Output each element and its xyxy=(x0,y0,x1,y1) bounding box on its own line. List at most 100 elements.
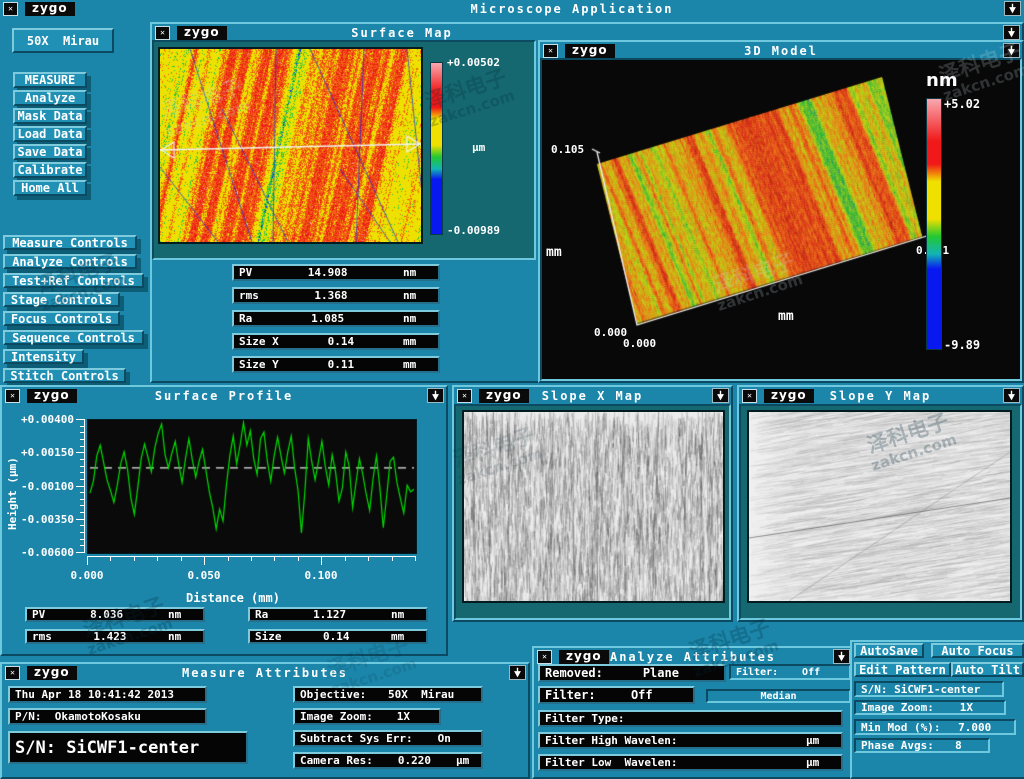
objective-select-button[interactable]: 50X Mirau xyxy=(12,28,114,53)
profile-stat-pv: PV 8.036 nm xyxy=(25,607,205,622)
pin-icon[interactable] xyxy=(1004,1,1021,16)
pin-icon[interactable] xyxy=(712,388,729,403)
close-icon[interactable]: ✕ xyxy=(5,666,20,680)
surface-profile-titlebar[interactable]: ✕ zygo Surface Profile xyxy=(2,387,446,404)
zygo-logo: zygo xyxy=(25,2,75,16)
colorbar-max-label: +0.00502 xyxy=(447,56,500,69)
part-number-field[interactable]: P/N: OkamotoKosaku xyxy=(8,708,207,725)
pin-icon[interactable] xyxy=(1003,43,1020,58)
auto-tilt-button[interactable]: Auto Tilt xyxy=(951,662,1024,677)
profile-x-minortick xyxy=(110,556,111,561)
focus-controls-button[interactable]: Focus Controls xyxy=(3,311,120,326)
pin-icon[interactable] xyxy=(1003,388,1020,403)
profile-y-minortick xyxy=(80,486,85,487)
slope-y-titlebar[interactable]: ✕ zygo Slope Y Map xyxy=(739,387,1022,404)
pin-icon[interactable] xyxy=(1003,25,1020,40)
profile-y-minortick xyxy=(80,532,85,533)
close-icon[interactable]: ✕ xyxy=(5,389,20,403)
profile-stat-rms: rms 1.423 nm xyxy=(25,629,205,644)
phase-avgs-field[interactable]: Phase Avgs: 8 xyxy=(854,738,990,753)
analyze-attributes-titlebar[interactable]: ✕ zygo Analyze Attributes xyxy=(534,648,852,665)
filter-type-field[interactable]: Filter Type: xyxy=(538,710,843,727)
measure-controls-button[interactable]: Measure Controls xyxy=(3,235,137,250)
pushpin-glyph xyxy=(1007,3,1018,14)
close-icon[interactable]: ✕ xyxy=(457,389,472,403)
profile-x-minortick xyxy=(134,556,135,561)
analyze-controls-button[interactable]: Analyze Controls xyxy=(3,254,137,269)
median-field[interactable]: Median xyxy=(706,689,851,703)
calibrate-button[interactable]: Calibrate xyxy=(13,162,87,178)
profile-y-minortick xyxy=(80,539,85,540)
profile-x-minortick xyxy=(204,556,205,561)
profile-y-tick-label: -0.00600 xyxy=(18,546,74,559)
zygo-logo: zygo xyxy=(479,389,529,403)
profile-x-minortick xyxy=(415,556,416,561)
main-titlebar[interactable]: ✕ zygo Microscope Application xyxy=(0,0,1024,17)
zygo-logo: zygo xyxy=(764,389,814,403)
surface-map-image[interactable] xyxy=(158,47,423,244)
profile-y-tick-label: +0.00150 xyxy=(18,446,74,459)
close-icon[interactable]: ✕ xyxy=(155,26,170,40)
surface-map-titlebar[interactable]: ✕ zygo Surface Map xyxy=(152,24,1022,41)
mask-data-button[interactable]: Mask Data xyxy=(13,108,87,124)
close-icon[interactable]: ✕ xyxy=(3,2,18,16)
model-y-unit-label: mm xyxy=(546,245,562,260)
analyze-button[interactable]: Analyze xyxy=(13,90,87,106)
edit-pattern-button[interactable]: Edit Pattern xyxy=(854,662,951,677)
pin-icon[interactable] xyxy=(427,388,444,403)
stat-pv: PV 14.908 nm xyxy=(232,264,440,281)
profile-y-tick-label: -0.00350 xyxy=(18,513,74,526)
profile-y-minortick xyxy=(80,525,85,526)
filter-small-field[interactable]: Filter: Off xyxy=(729,664,851,680)
stat-rms: rms 1.368 nm xyxy=(232,287,440,304)
profile-y-minortick xyxy=(80,472,85,473)
pattern-sn-field[interactable]: S/N: SiCWF1-center xyxy=(854,681,1004,697)
save-data-button[interactable]: Save Data xyxy=(13,144,87,160)
serial-number-field[interactable]: S/N: SiCWF1-center xyxy=(8,731,248,764)
close-icon[interactable]: ✕ xyxy=(742,389,757,403)
model-y-max-label: 0.105 xyxy=(551,143,584,156)
model-colorbar-max: +5.02 xyxy=(944,97,980,111)
objective-field[interactable]: Objective: 50X Mirau xyxy=(293,686,483,703)
auto-focus-button[interactable]: Auto Focus xyxy=(931,643,1024,658)
camera-res-field[interactable]: Camera Res: 0.220 µm xyxy=(293,752,483,769)
filter-high-wavelen-field[interactable]: Filter High Wavelen: µm xyxy=(538,732,843,749)
colorbar-min-label: -0.00989 xyxy=(447,224,500,237)
intensity-button[interactable]: Intensity xyxy=(3,349,84,364)
home-all-button[interactable]: Home All xyxy=(13,180,87,196)
model-origin2-label: 0.000 xyxy=(623,337,656,350)
colorbar-unit-label: µm xyxy=(472,141,485,154)
autosave-button[interactable]: AutoSave xyxy=(854,643,924,658)
measure-attributes-title: Measure Attributes xyxy=(2,666,528,680)
min-mod-field[interactable]: Min Mod (%): 7.000 xyxy=(854,719,1016,735)
profile-x-tick-label: 0.050 xyxy=(182,569,226,582)
stage-controls-button[interactable]: Stage Controls xyxy=(3,292,120,307)
slope-x-titlebar[interactable]: ✕ zygo Slope X Map xyxy=(454,387,731,404)
profile-y-tick-label: -0.00100 xyxy=(18,480,74,493)
model-colorbar-min: -9.89 xyxy=(944,338,980,352)
profile-y-minortick xyxy=(80,505,85,506)
stitch-controls-button[interactable]: Stitch Controls xyxy=(3,368,126,383)
zygo-logo: zygo xyxy=(27,389,77,403)
load-data-button[interactable]: Load Data xyxy=(13,126,87,142)
pin-icon[interactable] xyxy=(509,665,526,680)
profile-y-minortick xyxy=(80,439,85,440)
measure-button[interactable]: MEASURE xyxy=(13,72,87,88)
close-icon[interactable]: ✕ xyxy=(543,44,558,58)
profile-y-minortick xyxy=(80,512,85,513)
panel-image-zoom-field[interactable]: Image Zoom: 1X xyxy=(854,700,1006,715)
measure-attributes-titlebar[interactable]: ✕ zygo Measure Attributes xyxy=(2,664,528,681)
test-ref-controls-button[interactable]: Test+Ref Controls xyxy=(3,273,144,288)
pin-icon[interactable] xyxy=(833,649,850,664)
filter-low-wavelen-field[interactable]: Filter Low Wavelen: µm xyxy=(538,754,843,771)
image-zoom-field[interactable]: Image Zoom: 1X xyxy=(293,708,441,725)
close-icon[interactable]: ✕ xyxy=(537,650,552,664)
filter-field[interactable]: Filter: Off xyxy=(538,686,695,704)
removed-field[interactable]: Removed: Plane xyxy=(538,664,726,682)
pushpin-glyph xyxy=(1006,45,1017,56)
model-3d-titlebar[interactable]: ✕ zygo 3D Model xyxy=(540,42,1022,59)
profile-x-minortick xyxy=(368,556,369,561)
subtract-sys-err-field[interactable]: Subtract Sys Err: On xyxy=(293,730,483,747)
profile-y-minortick xyxy=(80,499,85,500)
sequence-controls-button[interactable]: Sequence Controls xyxy=(3,330,144,345)
